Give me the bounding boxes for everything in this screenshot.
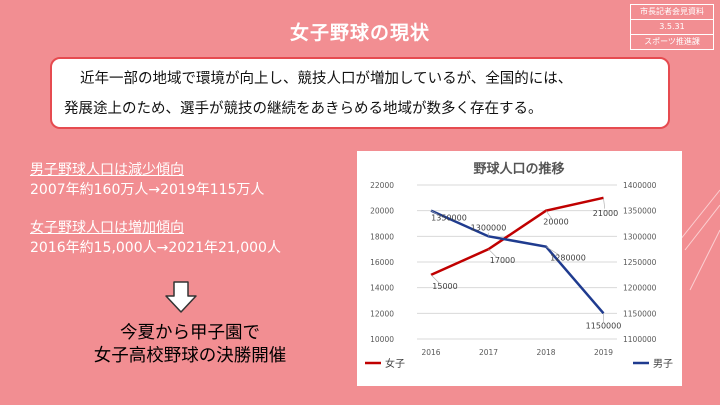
- x-tick-label: 2018: [536, 348, 555, 357]
- male-trend-detail: 2007年約160万人→2019年115万人: [30, 182, 265, 198]
- chart-svg: 野球人口の推移 10000 12000 14000 16000 18000 20000 220…: [365, 161, 673, 370]
- y-right-tick-label: 1400000: [623, 181, 657, 190]
- data-label-leader: [488, 248, 498, 258]
- y-left-tick-label: 14000: [370, 284, 394, 293]
- meta-department: スポーツ推進課: [630, 35, 714, 50]
- data-label-leader: [430, 274, 440, 284]
- slide-title: 女子野球の現状: [289, 22, 430, 44]
- data-label: 1350000: [431, 214, 467, 223]
- announcement-line-1: 今夏から甲子園で: [120, 323, 260, 343]
- baseball-population-chart: 野球人口の推移 10000 12000 14000 16000 18000 20000 220…: [357, 151, 682, 386]
- y-left-tick-label: 12000: [370, 309, 394, 318]
- y-right-tick-label: 1100000: [623, 335, 657, 344]
- y-left-tick-label: 20000: [370, 207, 394, 216]
- chart-title: 野球人口の推移: [473, 161, 564, 177]
- announcement-line-2: 女子高校野球の決勝開催: [93, 346, 287, 366]
- legend-label-male: 男子: [653, 358, 673, 370]
- population-facts: 男子野球人口は減少傾向 2007年約160万人→2019年115万人 女子野球人…: [30, 160, 350, 258]
- data-label: 21000: [593, 209, 618, 218]
- y-right-tick-label: 1200000: [623, 284, 657, 293]
- female-trend-heading: 女子野球人口は増加傾向: [30, 220, 184, 236]
- koshien-announcement: 今夏から甲子園で 女子高校野球の決勝開催: [20, 322, 360, 368]
- summary-line-2: 発展途上のため、選手が競技の継続をあきらめる地域が数多く存在する。: [64, 101, 543, 117]
- data-label: 15000: [432, 282, 457, 291]
- y-right-tick-label: 1150000: [623, 309, 657, 318]
- male-trend-heading: 男子野球人口は減少傾向: [30, 162, 184, 178]
- data-label: 1280000: [550, 254, 586, 263]
- data-label: 17000: [490, 256, 515, 265]
- data-label: 1150000: [586, 321, 622, 330]
- press-meta-box: 市長記者会見資料 3.5.31 スポーツ推進課: [630, 4, 714, 50]
- y-right-tick-label: 1300000: [623, 232, 657, 241]
- decorative-lines: [680, 189, 720, 291]
- summary-line-1: 近年一部の地域で環境が向上し、競技人口が増加しているが、全国的には、: [80, 71, 573, 87]
- legend-label-female: 女子: [385, 357, 405, 370]
- data-label-leader: [430, 210, 442, 217]
- y-left-tick-label: 16000: [370, 258, 394, 267]
- data-label: 1300000: [471, 223, 507, 232]
- meta-date: 3.5.31: [630, 20, 714, 35]
- x-tick-label: 2016: [421, 348, 440, 357]
- y-left-tick-label: 18000: [370, 232, 394, 241]
- data-label-leader: [603, 197, 605, 209]
- data-label-leader: [545, 210, 553, 220]
- x-tick-label: 2017: [479, 348, 498, 357]
- y-left-tick-label: 10000: [370, 335, 394, 344]
- y-left-tick-label: 22000: [370, 181, 394, 190]
- y-right-tick-label: 1250000: [623, 258, 657, 267]
- summary-box: 近年一部の地域で環境が向上し、競技人口が増加しているが、全国的には、 発展途上の…: [50, 57, 670, 129]
- data-label: 20000: [543, 218, 568, 227]
- y-right-tick-label: 1350000: [623, 207, 657, 216]
- meta-doc-type: 市長記者会見資料: [630, 4, 714, 20]
- x-tick-label: 2019: [594, 348, 613, 357]
- series-line-male: [430, 209, 605, 315]
- down-arrow-icon: [165, 281, 197, 313]
- female-trend-detail: 2016年約15,000人→2021年21,000人: [30, 240, 281, 256]
- data-label-leader: [545, 246, 560, 256]
- series-line-female: [430, 196, 604, 276]
